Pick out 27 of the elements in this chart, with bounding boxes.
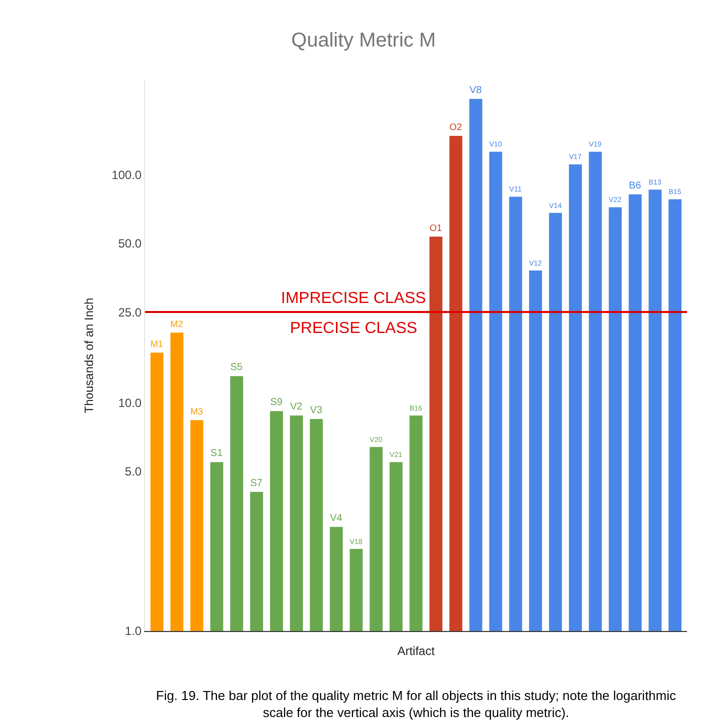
x-tick-label: S7 — [250, 478, 263, 489]
annotation: IMPRECISE CLASS — [281, 290, 426, 307]
y-tick-label: 5.0 — [124, 464, 142, 479]
x-tick-label: O1 — [429, 222, 442, 233]
x-tick-label: M2 — [170, 318, 183, 329]
x-tick-label: V4 — [330, 512, 343, 524]
x-tick-label: O2 — [449, 121, 462, 132]
x-tick-label: M1 — [150, 338, 164, 349]
x-tick-label: V11 — [509, 184, 522, 194]
y-axis-title: Thousands of an Inch — [82, 298, 96, 414]
y-tick-label: 25.0 — [118, 305, 142, 320]
x-tick-label: S1 — [210, 448, 224, 460]
x-tick-label: V8 — [469, 84, 482, 96]
x-axis-title: Artifact — [397, 644, 436, 658]
y-tick-label: 100.0 — [112, 168, 142, 182]
y-tick-label: 50.0 — [118, 236, 142, 251]
x-tick-label: S9 — [270, 397, 283, 408]
y-tick-label: 10.0 — [118, 396, 142, 410]
x-tick-label: V3 — [310, 404, 323, 416]
caption: Fig. 19. The bar plot of the quality metric M for all objects in this study; note the logarithmic scale for the vertical axis (which is the quality metric). — [156, 688, 677, 720]
x-tick-label: B6 — [628, 180, 642, 192]
y-tick-label: 1.0 — [124, 624, 142, 638]
x-tick-label: V2 — [290, 402, 303, 413]
x-tick-label: S5 — [230, 362, 243, 374]
x-tick-label: M3 — [190, 406, 203, 416]
chart-title: Quality Metric M — [291, 29, 436, 52]
annotation: PRECISE CLASS — [290, 320, 418, 337]
